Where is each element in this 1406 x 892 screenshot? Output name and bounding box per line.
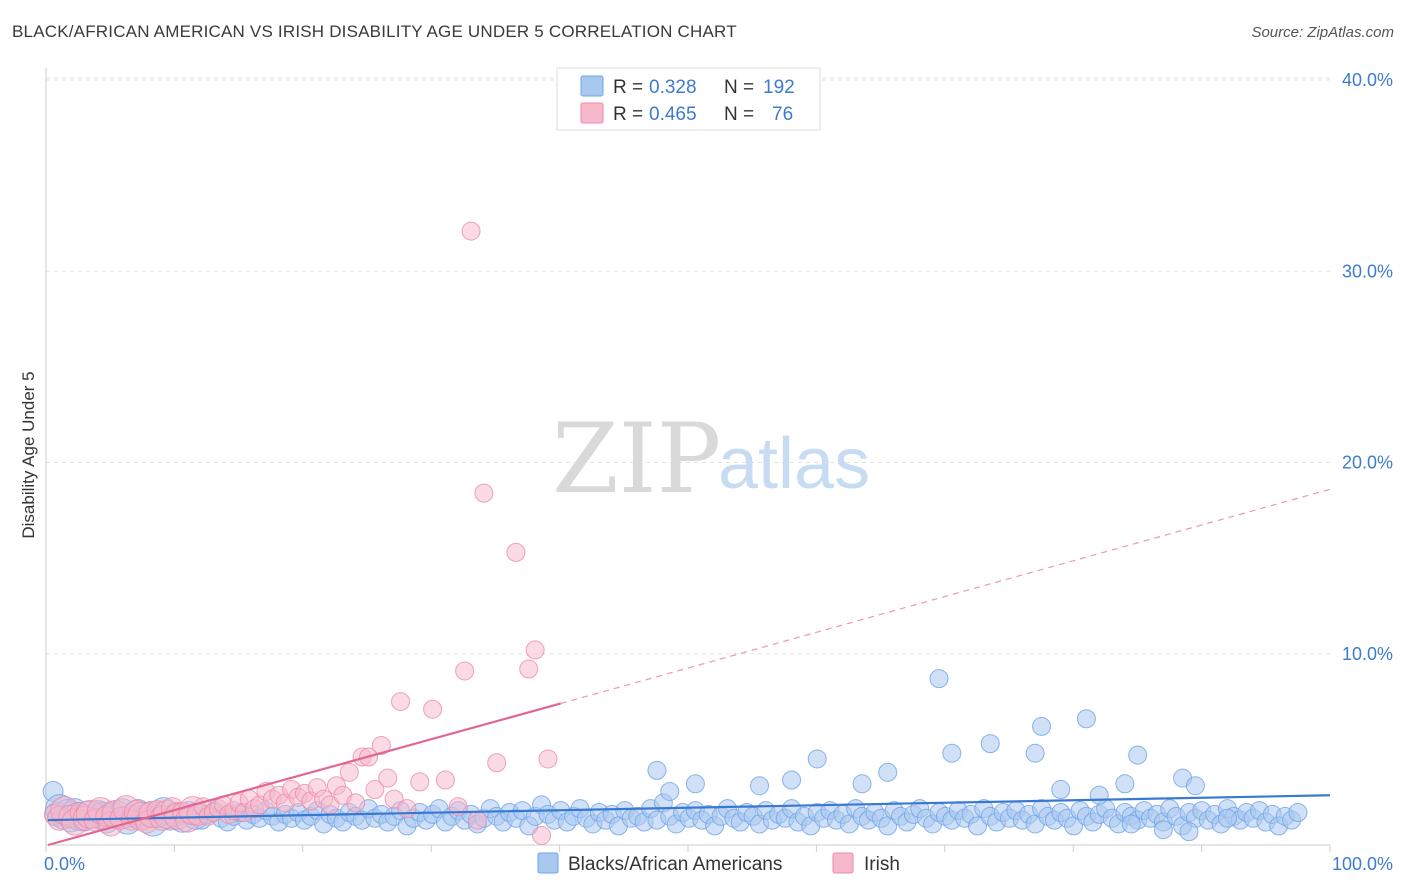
legend-r-label: R = xyxy=(613,77,643,98)
watermark-zip: ZIP xyxy=(552,403,721,515)
point-blacks xyxy=(1032,716,1052,736)
legend-n-label: N = xyxy=(724,77,754,98)
trend-line-irish-extension xyxy=(560,488,1331,705)
point-blacks xyxy=(980,734,1000,754)
y-tick-label: 10.0% xyxy=(1342,644,1393,664)
legend-swatch-irish xyxy=(580,102,604,124)
point-irish xyxy=(423,699,443,719)
point-blacks xyxy=(1076,709,1096,729)
legend-r-label: R = xyxy=(613,104,643,125)
point-blacks xyxy=(1153,820,1173,840)
point-irish xyxy=(391,692,411,712)
point-blacks xyxy=(942,743,962,763)
trend-lines xyxy=(47,488,1331,847)
point-blacks xyxy=(660,781,680,801)
data-points xyxy=(42,221,1308,845)
point-irish xyxy=(384,789,404,809)
y-tick-label: 30.0% xyxy=(1342,261,1393,281)
y-tick-label: 20.0% xyxy=(1342,453,1393,473)
point-blacks xyxy=(929,669,949,689)
point-blacks xyxy=(1179,822,1199,842)
point-blacks xyxy=(782,770,802,790)
point-irish xyxy=(378,768,398,788)
legend-series-blacks: Blacks/African Americans xyxy=(568,854,782,875)
point-blacks xyxy=(647,760,667,780)
point-blacks xyxy=(750,776,770,796)
legend-swatch-irish xyxy=(832,852,854,874)
point-irish xyxy=(455,661,475,681)
correlation-legend: R = 0.328 N = 192 R = 0.465 N = 76 xyxy=(556,67,821,131)
point-irish xyxy=(487,753,507,773)
x-tick-label: 100.0% xyxy=(1332,854,1393,874)
point-irish xyxy=(519,659,539,679)
point-blacks xyxy=(1115,774,1135,794)
point-blacks xyxy=(1128,745,1148,765)
point-irish xyxy=(474,483,494,503)
point-blacks xyxy=(685,774,705,794)
watermark-atlas: atlas xyxy=(718,424,870,504)
point-blacks xyxy=(1051,780,1071,800)
point-irish xyxy=(371,736,391,756)
y-tick-labels: 10.0% 20.0% 30.0% 40.0% xyxy=(1342,70,1393,664)
point-blacks xyxy=(807,749,827,769)
legend-n-label: N = xyxy=(724,104,754,125)
y-axis-label: Disability Age Under 5 xyxy=(19,371,38,538)
point-blacks xyxy=(1185,776,1205,796)
x-tick-marks xyxy=(45,845,1331,852)
trend-line-blacks xyxy=(47,794,1331,822)
gridlines xyxy=(46,77,1330,655)
point-blacks xyxy=(852,774,872,794)
series-legend: Blacks/African Americans Irish xyxy=(537,852,900,875)
point-irish xyxy=(397,799,417,819)
point-irish xyxy=(435,770,455,790)
point-blacks xyxy=(1217,808,1237,828)
point-irish xyxy=(467,810,487,830)
legend-n-value: 76 xyxy=(772,104,793,125)
legend-series-irish: Irish xyxy=(864,854,900,875)
x-tick-label: 0.0% xyxy=(44,854,85,874)
point-blacks xyxy=(1089,785,1109,805)
point-blacks xyxy=(1121,814,1141,834)
point-irish xyxy=(532,825,552,845)
legend-n-value: 192 xyxy=(763,77,795,98)
trend-line-irish xyxy=(47,702,562,847)
chart-title: BLACK/AFRICAN AMERICAN VS IRISH DISABILI… xyxy=(12,22,737,41)
point-blacks xyxy=(1025,743,1045,763)
point-irish xyxy=(538,749,558,769)
point-irish xyxy=(346,793,366,813)
point-blacks xyxy=(1288,802,1308,822)
point-blacks xyxy=(878,762,898,782)
point-irish xyxy=(339,762,359,782)
point-irish xyxy=(461,221,481,241)
point-irish xyxy=(525,640,545,660)
legend-r-value: 0.465 xyxy=(649,104,697,125)
x-tick-labels: 0.0% 100.0% xyxy=(44,854,1393,874)
legend-swatch-blacks xyxy=(580,75,604,97)
legend-swatch-blacks xyxy=(537,852,559,874)
source-label: Source: ZipAtlas.com xyxy=(1251,24,1394,41)
legend-r-value: 0.328 xyxy=(649,77,697,98)
y-tick-label: 40.0% xyxy=(1342,70,1393,90)
point-irish xyxy=(506,542,526,562)
point-blacks xyxy=(967,816,987,836)
point-irish xyxy=(410,772,430,792)
point-irish xyxy=(365,780,385,800)
